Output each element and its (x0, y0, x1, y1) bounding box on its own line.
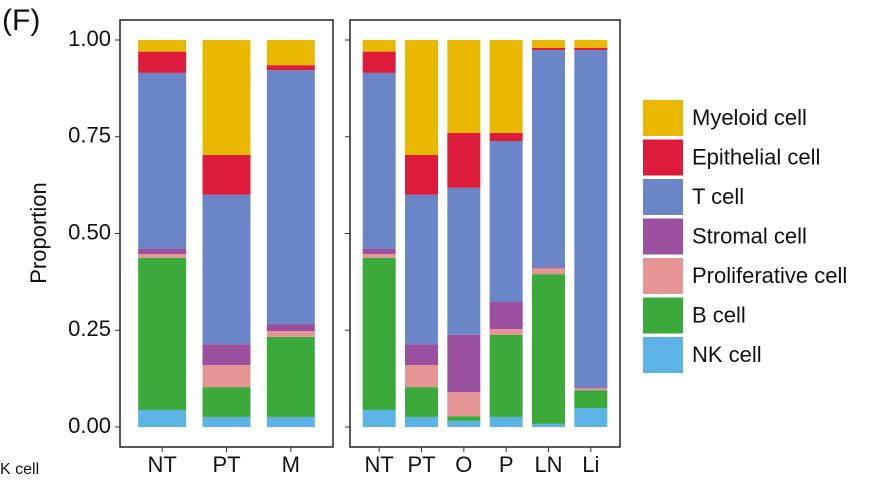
bar-segment (574, 387, 608, 389)
bar-segment (266, 336, 315, 417)
y-tick-label: 1.00 (68, 26, 111, 51)
bar-segment (362, 40, 396, 52)
annotation: K cell (0, 461, 39, 478)
bar-segment (489, 301, 523, 330)
x-tick-label: LN (534, 452, 562, 477)
bar-segment (447, 334, 481, 393)
bar-segment (138, 254, 187, 258)
legend-swatch (643, 258, 683, 294)
bar-segment (532, 274, 565, 424)
y-tick-label: 0.50 (68, 219, 111, 244)
legend-label: T cell (692, 184, 744, 209)
bar-segment (447, 416, 481, 421)
bar-segment (489, 132, 523, 142)
bar-segment (489, 329, 523, 335)
legend-label: Stromal cell (692, 223, 807, 248)
bar-segment (405, 40, 438, 155)
bar-segment (447, 392, 481, 417)
bar-segment (266, 416, 315, 427)
bar-segment (362, 257, 396, 410)
bar-segment (574, 390, 608, 409)
bar-segment (405, 365, 438, 388)
bar-segment (362, 409, 396, 427)
bar-segment (532, 40, 565, 48)
legend-swatch (643, 337, 683, 373)
legend-label: B cell (692, 302, 746, 327)
bar-segment (202, 194, 251, 345)
bar-segment (447, 420, 481, 427)
bar-segment (574, 50, 608, 388)
bar-segment (138, 409, 187, 427)
bar-segment (574, 47, 608, 51)
bar-segment (202, 416, 251, 427)
bar-segment (447, 187, 481, 335)
x-tick-label: M (282, 452, 300, 477)
bar-segment (138, 72, 187, 249)
x-tick-label: NT (365, 452, 394, 477)
bar-segment (202, 154, 251, 195)
x-tick-label: Li (582, 452, 599, 477)
legend-swatch (643, 179, 683, 215)
y-axis-label: Proportion (26, 182, 51, 284)
bar-segment (362, 248, 396, 255)
x-tick-label: PT (212, 452, 240, 477)
legend-label: Myeloid cell (692, 105, 807, 130)
bar-segment (489, 416, 523, 427)
bar-segment (266, 331, 315, 337)
bar-segment (405, 194, 438, 345)
x-tick-label: PT (407, 452, 435, 477)
bar-segment (574, 40, 608, 48)
bar-segment (532, 47, 565, 51)
x-tick-label: P (499, 452, 514, 477)
legend-label: NK cell (692, 342, 762, 367)
legend-swatch (643, 218, 683, 255)
bar-segment (266, 40, 315, 66)
bar-segment (202, 365, 251, 388)
bar-segment (405, 344, 438, 366)
bar-segment (202, 40, 251, 155)
bar-segment (489, 334, 523, 417)
bar-segment (447, 132, 481, 188)
bar-segment (447, 40, 481, 133)
bar-segment (138, 257, 187, 410)
y-tick-label: 0.75 (68, 123, 111, 148)
bar-segment (489, 141, 523, 302)
y-tick-label: 0.25 (68, 316, 111, 341)
x-tick-label: O (455, 452, 472, 477)
legend-swatch (643, 100, 683, 136)
bar-segment (266, 65, 315, 71)
y-tick-label: 0.00 (68, 413, 111, 438)
bar-segment (362, 254, 396, 258)
bar-segment (532, 50, 565, 268)
legend-label: Proliferative cell (692, 263, 847, 288)
bar-segment (138, 40, 187, 52)
bar-segment (405, 416, 438, 427)
bar-segment (405, 154, 438, 195)
bar-segment (532, 267, 565, 269)
legend-label: Epithelial cell (692, 144, 820, 169)
bar-segment (362, 51, 396, 73)
legend-swatch (643, 297, 683, 334)
bar-segment (532, 268, 565, 275)
bar-segment (362, 72, 396, 249)
bar-segment (202, 387, 251, 417)
bar-segment (138, 51, 187, 73)
bar-segment (202, 344, 251, 366)
bar-segment (138, 248, 187, 255)
bar-segment (574, 408, 608, 427)
bar-segment (532, 423, 565, 427)
bar-segment (405, 387, 438, 417)
legend-swatch (643, 139, 683, 176)
bar-segment (266, 324, 315, 332)
bar-segment (574, 388, 608, 391)
bar-segment (266, 70, 315, 325)
panel-label: (F) (2, 4, 40, 37)
bar-segment (489, 40, 523, 133)
x-tick-label: NT (148, 452, 177, 477)
